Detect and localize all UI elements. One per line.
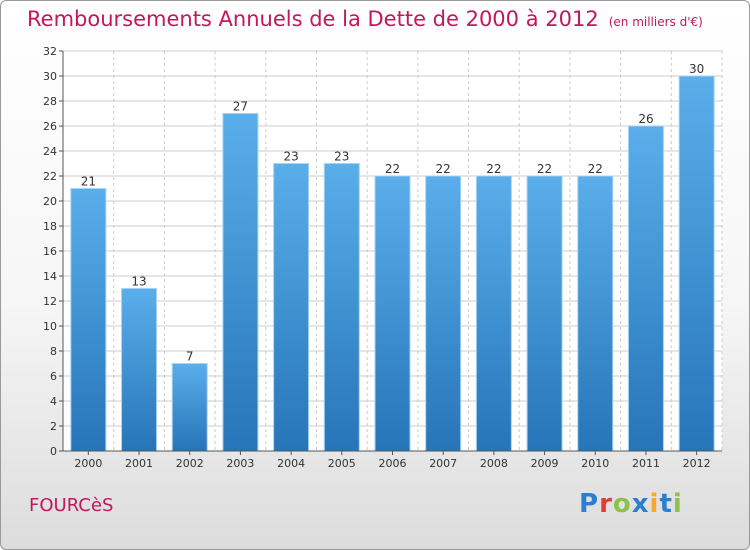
x-tick-label: 2003 <box>226 457 254 470</box>
logo-letter: r <box>599 489 613 519</box>
y-tick-label: 24 <box>43 145 57 158</box>
bar <box>222 113 259 452</box>
x-tick-label: 2000 <box>74 457 102 470</box>
chart-title: Remboursements Annuels de la Dette de 20… <box>27 7 703 31</box>
proxiti-logo[interactable]: Proxiti <box>579 489 683 519</box>
x-tick-label: 2006 <box>379 457 407 470</box>
bar <box>121 288 158 452</box>
y-tick-label: 16 <box>43 245 57 258</box>
y-tick-label: 20 <box>43 195 57 208</box>
y-tick-label: 0 <box>50 445 57 458</box>
y-tick-label: 4 <box>50 395 57 408</box>
bar <box>425 175 462 452</box>
axis-layer <box>59 50 722 455</box>
logo-letter: i <box>649 489 660 519</box>
bar <box>171 363 208 452</box>
y-tick-label: 32 <box>43 45 57 58</box>
label-layer: 0246810121416182022242628303221200013200… <box>43 45 711 470</box>
bar-value-label: 22 <box>588 162 603 176</box>
x-tick-label: 2002 <box>176 457 204 470</box>
logo-letter: P <box>579 489 600 519</box>
y-tick-label: 2 <box>50 420 57 433</box>
x-tick-label: 2012 <box>683 457 711 470</box>
bar <box>70 188 107 452</box>
y-tick-label: 6 <box>50 370 57 383</box>
chart-unit-note: (en milliers d'€) <box>608 15 703 29</box>
y-tick-label: 8 <box>50 345 57 358</box>
x-tick-label: 2008 <box>480 457 508 470</box>
y-tick-label: 28 <box>43 95 57 108</box>
bar-value-label: 30 <box>689 62 704 76</box>
commune-name: FOURCèS <box>29 495 114 516</box>
x-tick-label: 2011 <box>632 457 660 470</box>
bar-value-label: 22 <box>436 162 451 176</box>
bar <box>323 163 360 452</box>
bar <box>475 175 512 452</box>
y-tick-label: 18 <box>43 220 57 233</box>
logo-letter: o <box>612 489 632 519</box>
y-tick-label: 14 <box>43 270 57 283</box>
bar <box>577 175 614 452</box>
bar-layer <box>70 75 715 452</box>
y-tick-label: 12 <box>43 295 57 308</box>
bar <box>273 163 310 452</box>
x-tick-label: 2001 <box>125 457 153 470</box>
logo-letter: x <box>631 489 650 519</box>
bar <box>526 175 563 452</box>
bar-value-label: 23 <box>283 150 298 164</box>
chart-title-text: Remboursements Annuels de la Dette de 20… <box>27 7 599 31</box>
bar-value-label: 7 <box>186 350 194 364</box>
bar-value-label: 27 <box>233 100 248 114</box>
bar-value-label: 13 <box>131 275 146 289</box>
x-tick-label: 2009 <box>531 457 559 470</box>
x-tick-label: 2007 <box>429 457 457 470</box>
bar-value-label: 22 <box>537 162 552 176</box>
logo-letter: t <box>659 489 673 519</box>
logo-letter: i <box>672 489 683 519</box>
y-tick-label: 30 <box>43 70 57 83</box>
bar-value-label: 22 <box>385 162 400 176</box>
y-tick-label: 22 <box>43 170 57 183</box>
x-tick-label: 2005 <box>328 457 356 470</box>
bar-value-label: 21 <box>81 175 96 189</box>
bar-value-label: 23 <box>334 150 349 164</box>
bar <box>374 175 411 452</box>
y-tick-label: 10 <box>43 320 57 333</box>
y-tick-label: 26 <box>43 120 57 133</box>
x-tick-label: 2004 <box>277 457 305 470</box>
x-tick-label: 2010 <box>581 457 609 470</box>
bar-value-label: 26 <box>638 112 653 126</box>
bar <box>627 125 664 452</box>
bar <box>678 75 715 452</box>
bar-value-label: 22 <box>486 162 501 176</box>
